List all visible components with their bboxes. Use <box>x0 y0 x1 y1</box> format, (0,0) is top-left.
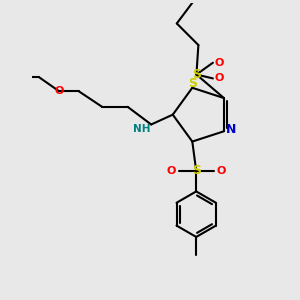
Text: N: N <box>226 123 236 136</box>
Text: O: O <box>216 166 226 176</box>
Text: O: O <box>214 74 224 83</box>
Text: O: O <box>167 166 176 176</box>
Text: O: O <box>54 86 64 96</box>
Text: O: O <box>214 58 224 68</box>
Text: S: S <box>192 68 201 81</box>
Text: S: S <box>188 77 197 90</box>
Text: S: S <box>192 164 201 178</box>
Text: NH: NH <box>133 124 150 134</box>
